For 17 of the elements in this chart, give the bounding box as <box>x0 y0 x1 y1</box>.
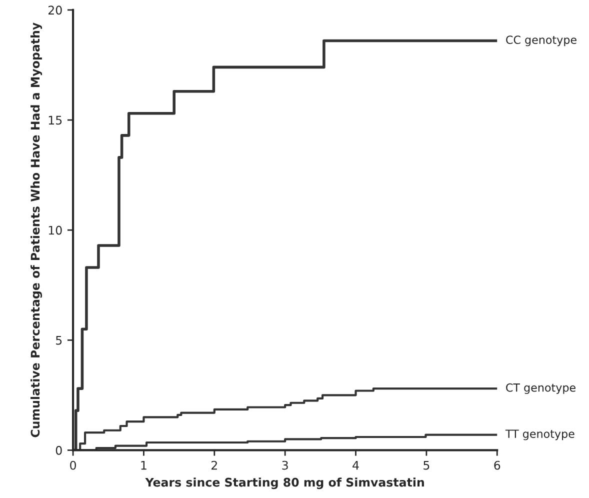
y-axis-title: Cumulative Percentage of Patients Who Have Had a Myopathy <box>30 22 42 438</box>
y-tick-label: 0 <box>56 446 62 455</box>
x-tick-label: 2 <box>212 460 217 470</box>
x-tick-label: 1 <box>141 460 146 470</box>
y-tick-label: 20 <box>48 6 62 15</box>
x-tick-label: 3 <box>282 460 288 470</box>
y-tick-label: 10 <box>48 226 62 235</box>
y-tick-label: 15 <box>48 116 62 125</box>
x-tick-label: 4 <box>352 460 359 470</box>
x-axis-title: Years since Starting 80 mg of Simvastatin <box>145 478 424 490</box>
x-tick-label: 0 <box>70 460 76 470</box>
x-tick-label: 5 <box>424 460 430 470</box>
series-label: TT genotype <box>505 430 574 440</box>
series-label: CC genotype <box>506 36 576 46</box>
y-tick-label: 5 <box>56 336 62 345</box>
x-tick-label: 6 <box>494 460 500 470</box>
series-label: CT genotype <box>506 383 576 394</box>
